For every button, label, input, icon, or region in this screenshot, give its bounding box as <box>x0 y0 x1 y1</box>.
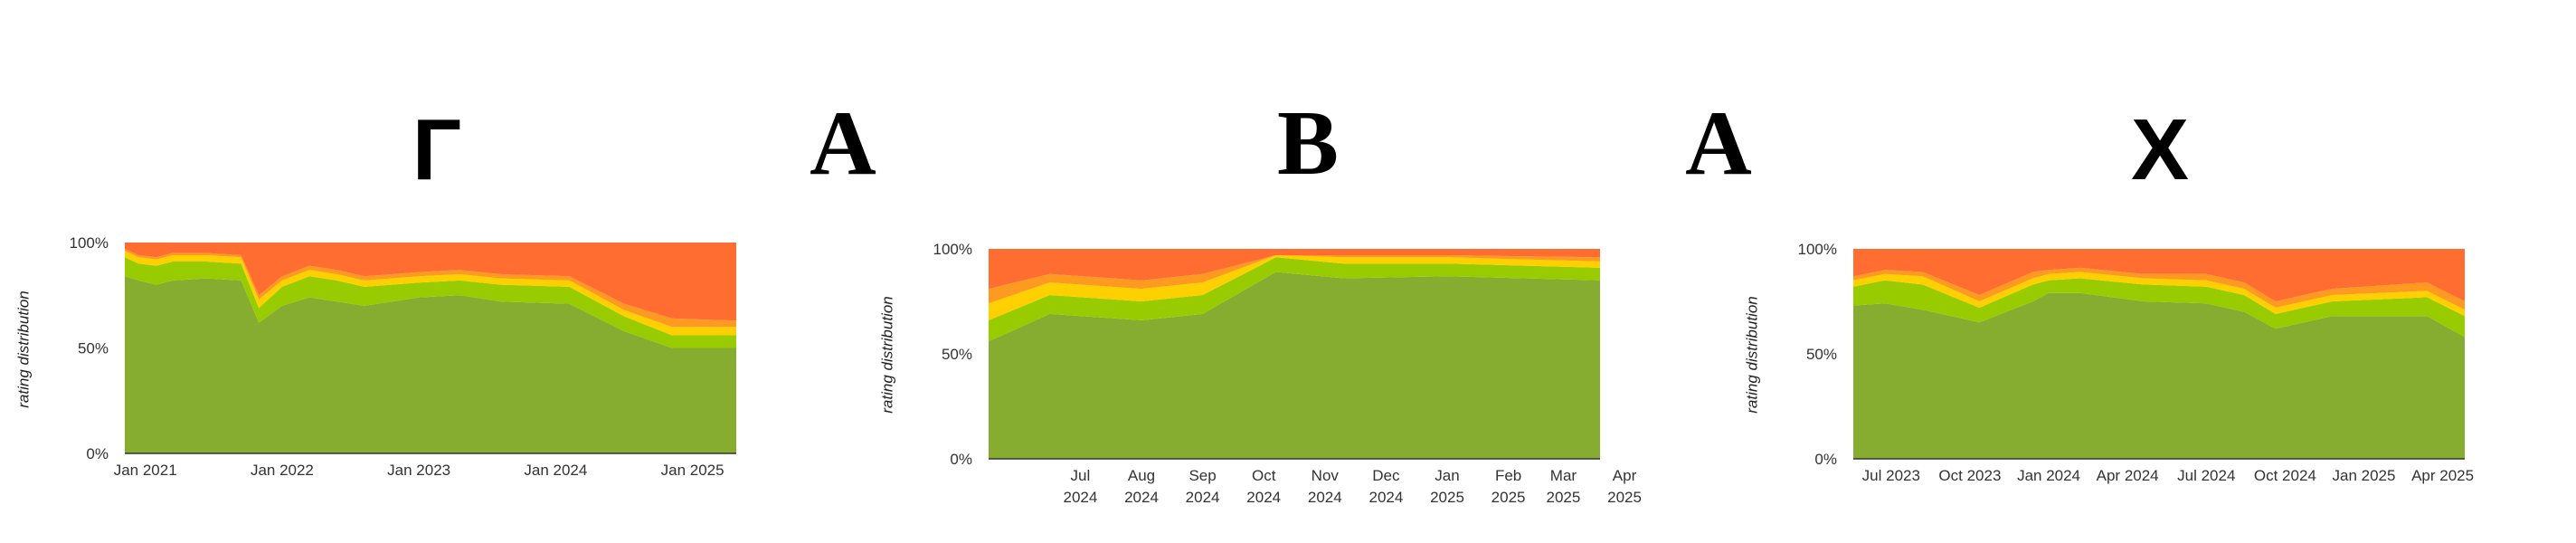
title-letter-1: Г <box>412 101 462 198</box>
chart-3-plot: 0% 50% 100% Jul 2023 Oct 2023 Jan 2024 Apr 202… <box>1798 241 2475 484</box>
chart-2-band-3 <box>989 255 1600 320</box>
chart-2-xtick: Jul 2024 <box>1063 467 1097 506</box>
title-letter-5: Х <box>2130 101 2190 198</box>
chart-1-ytick: 50% <box>78 340 109 357</box>
chart-3-band-2 <box>1853 278 2465 338</box>
chart-1-band-3 <box>125 251 736 336</box>
chart-1-ytick: 0% <box>86 445 109 462</box>
chart-1-ytick: 100% <box>70 234 109 252</box>
chart-3-xtick: Jul 2023 <box>1862 467 1920 484</box>
chart-2-plot: 0% 50% 100% Jul 2024 Aug 2024 Sep 2024 Oct 2024 Nov… <box>933 241 1642 506</box>
chart-3-band-3 <box>1853 272 2465 317</box>
chart-2-xtick: Jan 2025 <box>1430 467 1464 506</box>
chart-1-xtick: Jan 2022 <box>251 462 314 479</box>
chart-2-band-4 <box>989 255 1600 304</box>
chart-2-band-2 <box>989 257 1600 342</box>
chart-2-ytick: 50% <box>942 346 972 363</box>
chart-2-ytick: 100% <box>933 241 972 258</box>
chart-3-ytick: 50% <box>1806 346 1837 363</box>
chart-1-xtick: Jan 2023 <box>387 462 450 479</box>
chart-1-band-5 <box>125 243 736 321</box>
chart-2-xtick: Mar 2025 <box>1547 467 1581 506</box>
chart-2-xtick: Sep 2024 <box>1186 467 1220 506</box>
chart-1-band-4 <box>125 249 736 328</box>
title-letter-4: Α <box>1685 92 1752 195</box>
chart-3-band-1 <box>1853 292 2465 459</box>
chart-1-band-1 <box>125 276 736 453</box>
chart-1-plot: 0% 50% 100% Jan 2021 Jan 2022 Jan 2023 Jan 202… <box>70 234 736 479</box>
chart-3-band-4 <box>1853 267 2465 310</box>
chart-2-ytick: 0% <box>950 451 972 468</box>
chart-3-ytick: 100% <box>1798 241 1837 258</box>
chart-3-xtick: Oct 2023 <box>1938 467 2001 484</box>
chart-3-xtick: Jul 2024 <box>2177 467 2235 484</box>
chart-2-xtick: Apr 2025 <box>1607 467 1642 506</box>
chart-1-xtick: Jan 2021 <box>114 462 177 479</box>
chart-2-band-5 <box>989 249 1600 290</box>
chart-2-xtick: Feb 2025 <box>1492 467 1526 506</box>
chart-2-xtick: Nov 2024 <box>1308 467 1342 506</box>
chart-2-xtick: Oct 2024 <box>1246 467 1281 506</box>
chart-3-band-5 <box>1853 249 2465 301</box>
title-letter-2: Α <box>810 92 876 195</box>
chart-2-xtick: Dec 2024 <box>1368 467 1403 506</box>
chart-1-band-2 <box>125 257 736 348</box>
chart-3-xtick: Apr 2024 <box>2097 467 2159 484</box>
chart-1-xtick: Jan 2024 <box>524 462 587 479</box>
chart-1-xtick: Jan 2025 <box>661 462 724 479</box>
chart-2-band-1 <box>989 272 1600 459</box>
chart-3-xtick: Jan 2024 <box>2017 467 2080 484</box>
chart-3-xtick: Apr 2025 <box>2411 467 2474 484</box>
chart-2-xtick: Aug 2024 <box>1124 467 1159 506</box>
chart-3-ytick: 0% <box>1814 451 1837 468</box>
chart-3-xtick: Oct 2024 <box>2254 467 2316 484</box>
chart-3-xtick: Jan 2025 <box>2333 467 2396 484</box>
title-letter-3: В <box>1276 92 1340 195</box>
